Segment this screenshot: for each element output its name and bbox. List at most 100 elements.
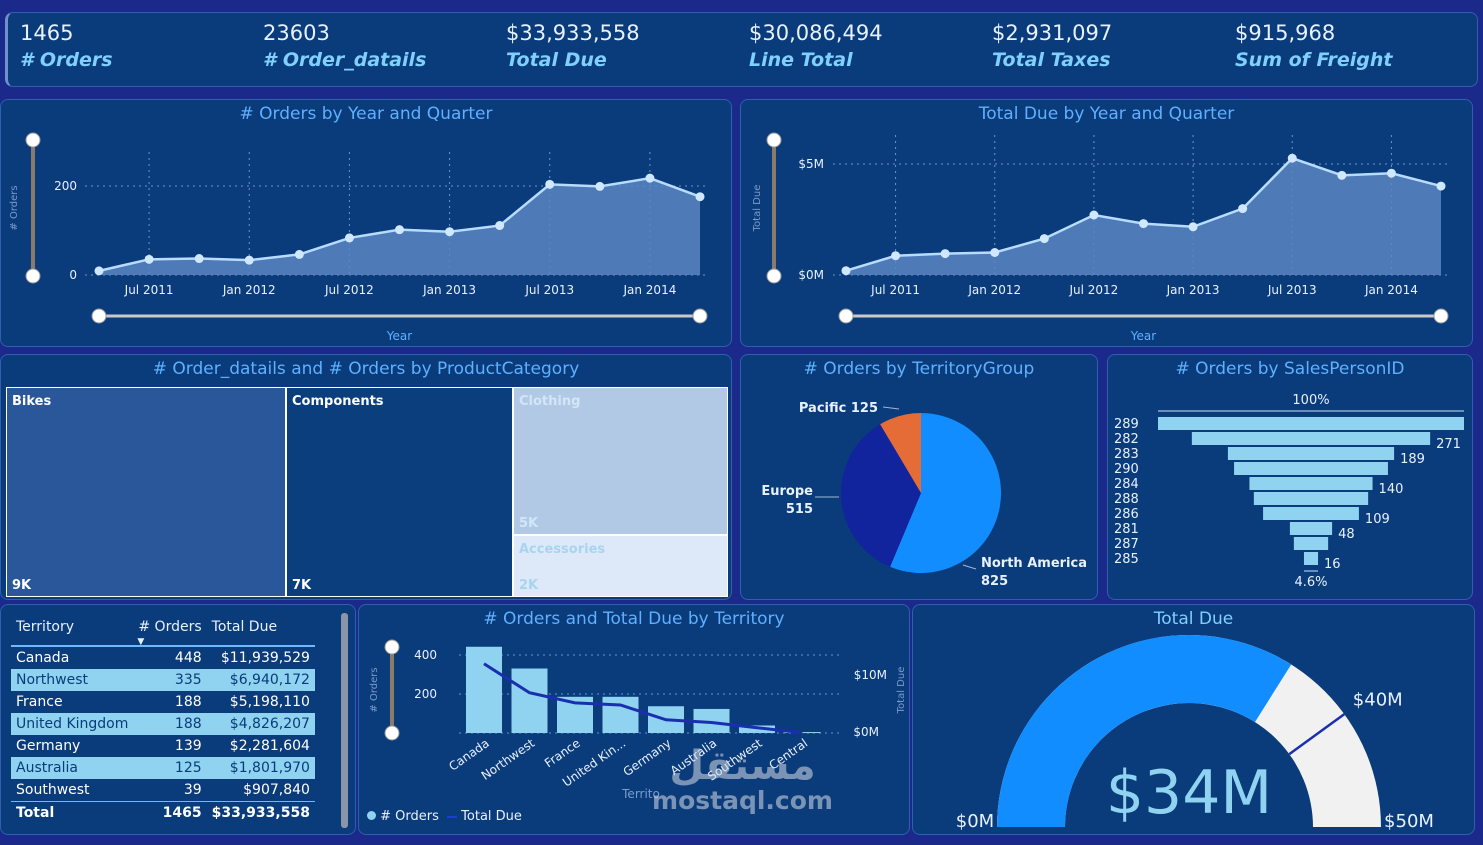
slice-label: North America xyxy=(981,556,1087,571)
kpi-freight[interactable]: $915,968 Sum of Freight xyxy=(1235,21,1392,71)
cell-orders: 39 xyxy=(183,782,202,798)
slice-value: 515 xyxy=(786,502,813,517)
funnel-bar xyxy=(1303,552,1319,565)
cell-total-due: $6,940,172 xyxy=(206,669,315,691)
col-total-due[interactable]: Total Due xyxy=(211,619,278,635)
table-row[interactable]: Germany 139 $2,281,604 xyxy=(11,735,315,757)
table-row[interactable]: Northwest 335 $6,940,172 xyxy=(11,669,315,691)
chart-title: # Orders by TerritoryGroup xyxy=(803,359,1035,379)
x-tick-label: Jul 2011 xyxy=(124,283,174,297)
orders-area-chart[interactable]: 0 200 Jul 2011 Jan 2012 Jul 2012 Jan 2013 Jul … xyxy=(1,100,731,346)
table-row[interactable]: Australia 125 $1,801,970 xyxy=(11,757,315,779)
col-orders-label: # Orders xyxy=(138,619,202,635)
funnel-category-label: 285 xyxy=(1114,552,1139,567)
pie-slice xyxy=(880,413,921,493)
table-total-row: Total 1465 $33,933,558 xyxy=(11,801,315,824)
treemap-tile-components[interactable]: Components 7K xyxy=(286,387,513,597)
table-row[interactable]: Southwest 39 $907,840 xyxy=(11,779,315,802)
table-row[interactable]: France 188 $5,198,110 xyxy=(11,691,315,713)
funnel-bar xyxy=(1253,492,1369,505)
slider-handle-icon xyxy=(384,639,400,655)
cell-territory: Canada xyxy=(16,650,70,666)
data-point xyxy=(990,248,1000,257)
totaldue-area-chart[interactable]: $0M $5M Jul 2011 Jan 2012 Jul 2012 Jan 2013 Ju… xyxy=(741,100,1472,346)
orders-by-year-quarter-panel: # Orders by Year and Quarter 0 200 Jul 201… xyxy=(0,99,732,347)
pie-slice xyxy=(890,413,1001,573)
data-point xyxy=(144,254,154,264)
territorygroup-pie-chart[interactable]: North America 825 Europe 515 Pacific 125 xyxy=(741,355,1097,599)
funnel-bar xyxy=(1249,477,1373,490)
chart-title: Total Due by Year and Quarter xyxy=(978,104,1235,124)
territory-table-panel: Territory # Orders ▼ Total Due Canada 448 $… xyxy=(0,604,356,835)
slice-label: Europe xyxy=(761,484,813,499)
cell-territory: France xyxy=(16,694,63,710)
slider-handle-icon xyxy=(838,308,854,324)
kpi-orders[interactable]: 1465 # Orders xyxy=(20,21,113,71)
label-leader-line xyxy=(962,564,977,570)
cell-orders: 188 xyxy=(174,694,202,710)
treemap-tile-bikes[interactable]: Bikes 9K xyxy=(6,387,286,597)
x-tick-label: Jan 2013 xyxy=(422,283,476,297)
gauge-target-marker xyxy=(1288,713,1346,756)
kpi-total-due[interactable]: $33,933,558 Total Due xyxy=(506,21,640,71)
y-tick-label: 0 xyxy=(69,268,77,282)
legend-orders[interactable]: # Orders xyxy=(380,809,439,824)
kpi-total-taxes[interactable]: $2,931,097 Total Taxes xyxy=(992,21,1112,71)
cell-total-due: $1,801,970 xyxy=(206,757,315,779)
x-tick-label: Jul 2013 xyxy=(1267,283,1317,297)
data-point xyxy=(244,255,254,265)
col-orders[interactable]: # Orders ▼ xyxy=(133,613,206,647)
totaldue-by-year-quarter-panel: Total Due by Year and Quarter $0M $5M Jul … xyxy=(740,99,1473,347)
col-territory[interactable]: Territory xyxy=(16,619,75,635)
cell-territory: Germany xyxy=(16,738,81,754)
x-tick-label: Jul 2012 xyxy=(324,283,374,297)
funnel-value-label: 271 xyxy=(1436,437,1461,452)
cell-total-due: $4,826,207 xyxy=(206,713,315,735)
y-axis-label: # Orders xyxy=(369,667,380,712)
table-row[interactable]: United Kingdom 188 $4,826,207 xyxy=(11,713,315,735)
y-tick-label: $0M xyxy=(798,268,824,282)
tile-name: Accessories xyxy=(519,542,606,557)
data-point xyxy=(395,225,404,235)
kpi-label: Total Due xyxy=(506,49,607,71)
cell-orders: 335 xyxy=(133,669,207,691)
treemap-tile-clothing[interactable]: Clothing 5K xyxy=(513,387,728,535)
legend-dot-icon xyxy=(367,811,376,820)
cell-territory: United Kingdom xyxy=(11,713,134,735)
bar xyxy=(739,725,775,733)
slider-handle-icon xyxy=(766,268,782,284)
funnel-bar xyxy=(1263,507,1359,520)
data-point xyxy=(841,266,851,276)
funnel-category-label: 282 xyxy=(1114,432,1139,447)
legend-total-due[interactable]: Total Due xyxy=(461,809,522,824)
cell-territory: Australia xyxy=(11,757,134,779)
cell-territory: Southwest xyxy=(16,782,90,798)
watermark-arabic: مستقل xyxy=(669,743,816,789)
kpi-label: # Orders xyxy=(20,49,113,71)
funnel-value-label: 140 xyxy=(1379,482,1404,497)
chart-title: # Orders by SalesPersonID xyxy=(1175,359,1405,379)
x-tick-label: Jan 2014 xyxy=(1364,283,1418,297)
funnel-category-label: 281 xyxy=(1114,522,1139,537)
watermark-site: mostaql.com xyxy=(652,786,833,815)
treemap-tile-accessories[interactable]: Accessories 2K xyxy=(513,535,728,597)
table-scrollbar[interactable] xyxy=(341,613,348,828)
slider-handle-icon xyxy=(766,132,782,148)
table-row[interactable]: Canada 448 $11,939,529 xyxy=(11,646,315,669)
data-point xyxy=(1436,181,1446,191)
kpi-order-details[interactable]: 23603 # Order_datails xyxy=(263,21,426,71)
gauge-min-label: $0M xyxy=(956,811,994,832)
tile-value: 2K xyxy=(519,578,539,593)
funnel-category-label: 284 xyxy=(1114,477,1139,492)
x-tick-label: Jan 2012 xyxy=(222,283,276,297)
funnel-bar xyxy=(1158,417,1464,430)
chart-title: Total Due xyxy=(1153,609,1234,629)
productcategory-treemap-panel: # Order_datails and # Orders by ProductC… xyxy=(0,354,732,600)
slice-label: Pacific 125 xyxy=(799,401,878,416)
x-tick-label: Jan 2012 xyxy=(967,283,1021,297)
kpi-line-total[interactable]: $30,086,494 Line Total xyxy=(749,21,883,71)
total-due-gauge[interactable]: $40M $34M $0M $50M xyxy=(913,605,1474,834)
x-tick-label: Jul 2011 xyxy=(870,283,920,297)
